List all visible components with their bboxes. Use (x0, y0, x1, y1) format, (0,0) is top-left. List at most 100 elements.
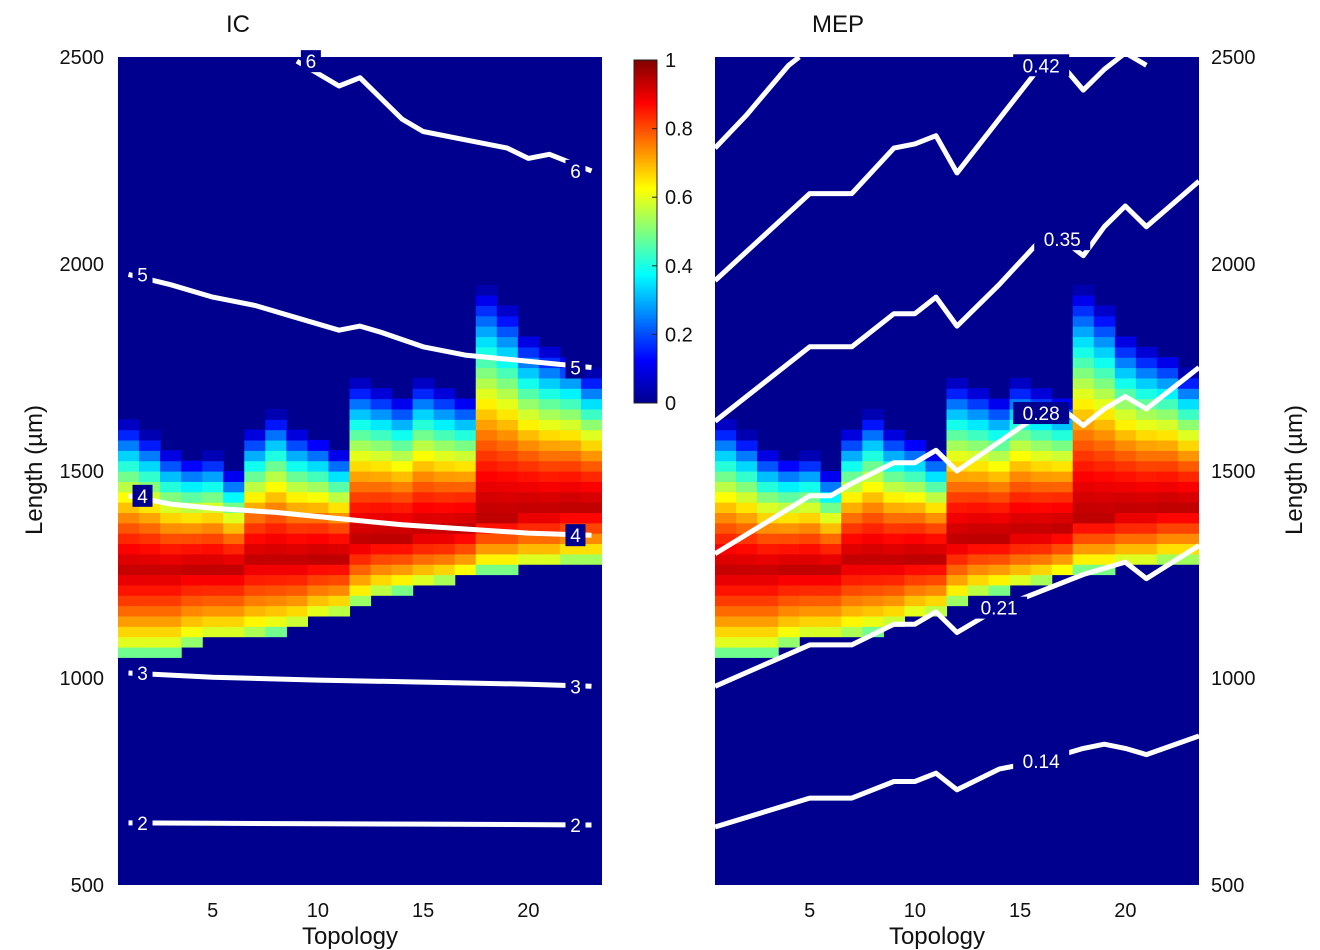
heatmap-cell (118, 584, 140, 596)
heatmap-cell (181, 574, 203, 586)
heatmap-cell (118, 502, 140, 513)
heatmap-cell (538, 522, 561, 534)
heatmap-cell (160, 626, 182, 638)
heatmap-cell (841, 543, 863, 555)
heatmap-cell (370, 564, 393, 576)
heatmap-cell (538, 543, 561, 555)
heatmap-cell (223, 471, 245, 482)
heatmap-cell (202, 460, 224, 472)
heatmap-cell (538, 491, 561, 503)
heatmap-cell (370, 543, 393, 555)
heatmap-cell (925, 460, 948, 472)
heatmap-cell (538, 439, 561, 451)
heatmap-cell (454, 543, 477, 555)
heatmap-cell (1114, 367, 1137, 379)
heatmap-cell (1030, 553, 1053, 565)
heatmap-cell (517, 346, 540, 358)
heatmap-cell (736, 471, 758, 482)
heatmap-cell (496, 543, 519, 555)
heatmap-cell (967, 502, 990, 513)
heatmap-cell (1009, 471, 1032, 482)
heatmap-cell (244, 439, 266, 451)
heatmap-cell (862, 543, 884, 555)
contour-label: 0.35 (1044, 230, 1081, 251)
heatmap-cell (412, 502, 435, 513)
heatmap-cell (1030, 429, 1053, 441)
heatmap-cell (1093, 502, 1116, 513)
heatmap-cell (265, 522, 287, 534)
heatmap-cell (757, 512, 779, 524)
heatmap-cell (1114, 429, 1137, 441)
heatmap-cell (244, 584, 266, 596)
heatmap-cell (139, 636, 161, 648)
heatmap-cell (181, 543, 203, 555)
heatmap-cell (904, 533, 927, 545)
heatmap-cell (862, 533, 884, 545)
contour-label: 3 (137, 664, 148, 685)
heatmap-cell (883, 605, 905, 617)
heatmap-cell (454, 429, 477, 441)
heatmap-cell (1177, 533, 1199, 545)
heatmap-cell (118, 564, 140, 576)
heatmap-cell (757, 522, 779, 534)
heatmap-cell (715, 595, 737, 607)
heatmap-cell (223, 533, 245, 545)
heatmap-cell (1072, 284, 1095, 296)
heatmap-cell (433, 491, 456, 503)
contour-labels: 0.14 0.21 0.28 0.35 0.42 (971, 54, 1091, 773)
colorbar-tick-label: 1 (665, 50, 676, 72)
heatmap-cell (778, 564, 800, 576)
heatmap-cell (1093, 522, 1116, 534)
heatmap-cell (475, 502, 498, 513)
heatmap-cell (883, 471, 905, 482)
heatmap-cell (757, 502, 779, 513)
heatmap-cell (160, 584, 182, 596)
heatmap-cell (538, 419, 561, 431)
heatmap-cell (1030, 491, 1053, 503)
heatmap-cell (454, 564, 477, 576)
heatmap-cell (1156, 357, 1179, 369)
heatmap-cell (118, 595, 140, 607)
heatmap-cell (799, 574, 821, 586)
heatmap-cell (1114, 471, 1137, 482)
contour-line (127, 271, 592, 370)
heatmap-cell (757, 574, 779, 586)
heatmap-cell (883, 450, 905, 462)
heatmap-cell (1072, 305, 1095, 317)
heatmap-cell (1156, 533, 1179, 545)
heatmap-cell (1072, 512, 1095, 524)
heatmap-cell (1177, 553, 1199, 565)
heatmap-cell (862, 408, 884, 420)
heatmap-cell (1030, 574, 1053, 586)
heatmap-cell (475, 471, 498, 482)
heatmap-cell (799, 595, 821, 607)
heatmap-cell (286, 450, 308, 462)
heatmap-cell (118, 419, 140, 431)
heatmap-cell (1114, 439, 1137, 451)
heatmap-cell (925, 553, 948, 565)
heatmap-cell (757, 615, 779, 627)
heatmap-cell (1051, 481, 1074, 493)
heatmap-cell (1135, 522, 1158, 534)
heatmap-cell (1177, 471, 1199, 482)
colorbar-tick-label: 0 (665, 393, 676, 415)
heatmap-cell (757, 646, 779, 658)
heatmap-cell (202, 574, 224, 586)
heatmap-cell (820, 471, 842, 482)
heatmap-cell (475, 326, 498, 338)
heatmap-cell (580, 491, 602, 503)
heatmap-cell (160, 615, 182, 627)
heatmap-cell (223, 553, 245, 565)
heatmap-cell (559, 429, 582, 441)
heatmap-cell (1009, 564, 1032, 576)
heatmap-cell (1135, 398, 1158, 410)
heatmap-cell (328, 522, 351, 534)
heatmap-cell (862, 522, 884, 534)
heatmap-cell (265, 408, 287, 420)
heatmap-cell (883, 522, 905, 534)
heatmap-cell (883, 502, 905, 513)
heatmap-cell (715, 460, 737, 472)
heatmap-cell (820, 584, 842, 596)
heatmap-cell (736, 502, 758, 513)
heatmap-cell (559, 553, 582, 565)
